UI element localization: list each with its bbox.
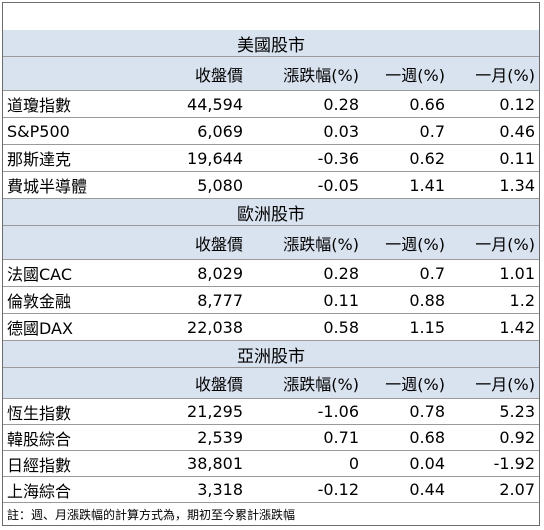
change-value: 0 (348, 454, 359, 473)
week-value: 0.62 (409, 148, 445, 168)
change-value: -0.05 (317, 175, 359, 195)
market-table: 美國股市 收盤價 漲跌幅(%) 一週(%) 一月(%) 道瓊指數 44,594 … (2, 2, 540, 526)
month-value: 2.07 (499, 480, 535, 499)
table-row: 恆生指數 21,295 -1.06 0.78 5.23 (3, 399, 539, 425)
month-value: 0.92 (499, 428, 535, 447)
header-week: 一週(%) (385, 375, 445, 394)
index-name: 韓股綜合 (7, 429, 72, 449)
change-value: 0.03 (323, 121, 359, 141)
close-value: 21,295 (187, 402, 243, 421)
index-name: S&P500 (7, 121, 70, 141)
header-row-asia: 收盤價 漲跌幅(%) 一週(%) 一月(%) (3, 368, 539, 399)
index-name: 費城半導體 (7, 177, 88, 196)
section-title: 亞洲股市 (237, 346, 305, 367)
index-name: 日經指數 (7, 455, 72, 475)
header-change: 漲跌幅(%) (283, 234, 359, 254)
header-week: 一週(%) (385, 65, 445, 85)
footnote: 註：週、月漲跌幅的計算方式為，期初至今累計漲跌幅 (7, 507, 296, 522)
table-row: 道瓊指數 44,594 0.28 0.66 0.12 (3, 91, 539, 118)
close-value: 19,644 (187, 148, 243, 168)
table-row: 倫敦金融 8,777 0.11 0.88 1.2 (3, 287, 539, 314)
week-value: 0.7 (419, 121, 445, 141)
table-row: 費城半導體 5,080 -0.05 1.41 1.34 (3, 172, 539, 199)
header-change: 漲跌幅(%) (283, 375, 359, 394)
header-month: 一月(%) (475, 65, 535, 85)
close-value: 3,318 (197, 480, 243, 499)
close-value: 2,539 (197, 428, 243, 447)
month-value: 0.46 (499, 121, 535, 141)
section-title: 美國股市 (237, 35, 305, 56)
close-value: 8,029 (197, 263, 243, 283)
week-value: 0.78 (409, 402, 445, 421)
table-row: 那斯達克 19,644 -0.36 0.62 0.11 (3, 145, 539, 172)
index-name: 法國CAC (7, 265, 73, 284)
month-value: 0.12 (499, 94, 535, 114)
change-value: -0.36 (317, 148, 359, 168)
week-value: 0.04 (409, 454, 445, 473)
section-title-row-asia: 亞洲股市 (3, 341, 539, 368)
close-value: 44,594 (187, 94, 243, 114)
week-value: 0.88 (409, 290, 445, 310)
table-row: 日經指數 38,801 0 0.04 -1.92 (3, 451, 539, 477)
index-name: 那斯達克 (7, 150, 72, 169)
week-value: 0.66 (409, 94, 445, 114)
close-value: 38,801 (187, 454, 243, 473)
change-value: 0.28 (323, 94, 359, 114)
header-change: 漲跌幅(%) (283, 65, 359, 85)
table-row: 韓股綜合 2,539 0.71 0.68 0.92 (3, 425, 539, 451)
week-value: 0.68 (409, 428, 445, 447)
change-value: 0.58 (323, 317, 359, 337)
close-value: 8,777 (197, 290, 243, 310)
close-value: 6,069 (197, 121, 243, 141)
table-row: 德國DAX 22,038 0.58 1.15 1.42 (3, 314, 539, 341)
week-value: 1.15 (409, 317, 445, 337)
section-title: 歐洲股市 (237, 204, 305, 225)
table-row: S&P500 6,069 0.03 0.7 0.46 (3, 118, 539, 145)
header-close: 收盤價 (194, 234, 243, 254)
table-row: 上海綜合 3,318 -0.12 0.44 2.07 (3, 477, 539, 503)
month-value: 1.42 (499, 317, 535, 337)
close-value: 5,080 (197, 175, 243, 195)
month-value: 1.2 (509, 290, 535, 310)
index-name: 倫敦金融 (7, 292, 72, 311)
footnote-row: 註：週、月漲跌幅的計算方式為，期初至今累計漲跌幅 (3, 503, 539, 525)
month-value: -1.92 (493, 454, 535, 473)
header-week: 一週(%) (385, 234, 445, 254)
month-value: 0.11 (499, 148, 535, 168)
change-value: 0.71 (323, 428, 359, 447)
week-value: 0.44 (409, 480, 445, 499)
month-value: 5.23 (499, 402, 535, 421)
change-value: 0.28 (323, 263, 359, 283)
change-value: 0.11 (323, 290, 359, 310)
change-value: -0.12 (317, 480, 359, 499)
header-close: 收盤價 (194, 375, 243, 394)
index-name: 道瓊指數 (7, 96, 72, 115)
header-row-eu: 收盤價 漲跌幅(%) 一週(%) 一月(%) (3, 226, 539, 260)
week-value: 1.41 (409, 175, 445, 195)
header-close: 收盤價 (194, 65, 243, 85)
index-name: 恆生指數 (7, 403, 72, 423)
index-name: 德國DAX (7, 319, 73, 338)
table-row: 法國CAC 8,029 0.28 0.7 1.01 (3, 260, 539, 287)
week-value: 0.7 (419, 263, 445, 283)
month-value: 1.01 (499, 263, 535, 283)
section-title-row-us: 美國股市 (3, 30, 539, 57)
header-row-us: 收盤價 漲跌幅(%) 一週(%) 一月(%) (3, 57, 539, 91)
month-value: 1.34 (499, 175, 535, 195)
index-name: 上海綜合 (7, 481, 72, 501)
header-month: 一月(%) (475, 234, 535, 254)
header-month: 一月(%) (475, 375, 535, 394)
section-title-row-eu: 歐洲股市 (3, 199, 539, 226)
change-value: -1.06 (317, 402, 359, 421)
close-value: 22,038 (187, 317, 243, 337)
